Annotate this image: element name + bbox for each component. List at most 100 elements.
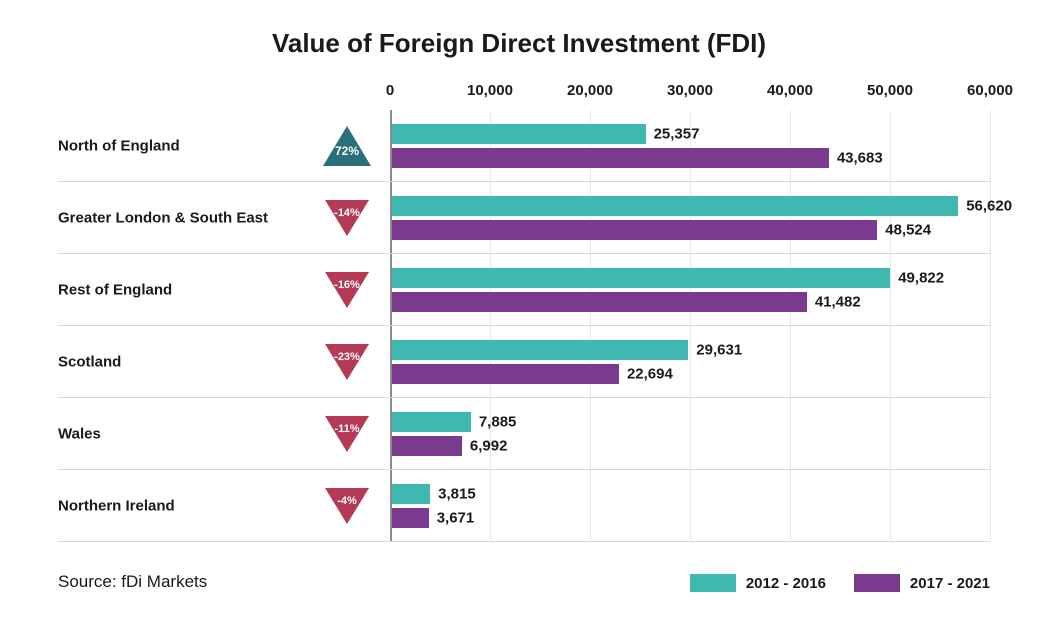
grid-line [590,326,591,398]
grid-line [690,110,691,182]
bar-series-b: 6,992 [392,436,462,456]
pct-down-badge: -14% [320,195,374,241]
axis-baseline [390,254,392,326]
grid-line [790,182,791,254]
bar-series-a: 29,631 [392,340,688,360]
bar-value-label: 43,683 [829,150,883,167]
pct-down-badge: -23% [320,339,374,385]
grid-line [690,182,691,254]
bar-value-label: 6,992 [462,438,508,455]
legend: 2012 - 2016 2017 - 2021 [690,574,990,592]
row-label: Rest of England [58,282,172,299]
grid-line [490,398,491,470]
legend-swatch-a [690,574,736,592]
legend-item-a: 2012 - 2016 [690,574,826,592]
axis-tick-label: 30,000 [667,82,713,99]
chart-row: Northern Ireland-4%3,8153,671 [0,470,1038,542]
pct-text: -23% [334,351,360,363]
chart-row: Greater London & South East -14% 56,620 48,… [0,182,1038,254]
row-label: Scotland [58,354,121,371]
axis-tick-label: 20,000 [567,82,613,99]
bar-value-label: 56,620 [958,198,1012,215]
axis-baseline [390,326,392,398]
grid-line [590,470,591,542]
grid-line [990,470,991,542]
grid-line [690,254,691,326]
bar-series-b: 22,694 [392,364,619,384]
axis-baseline [390,110,392,182]
row-label: North of England [58,138,180,155]
grid-line [790,470,791,542]
bar-value-label: 48,524 [877,222,931,239]
pct-up-badge: 72% [320,123,374,169]
bar-series-a: 3,815 [392,484,430,504]
x-axis: 010,00020,00030,00040,00050,00060,000 [390,82,990,106]
bars-region: 7,885 6,992 [390,398,990,470]
bar-series-a: 56,620 [392,196,958,216]
chart-title: Value of Foreign Direct Investment (FDI) [0,28,1038,59]
axis-tick-label: 10,000 [467,82,513,99]
bar-value-label: 41,482 [807,294,861,311]
axis-baseline [390,398,392,470]
pct-text: -11% [334,423,359,435]
grid-line [490,110,491,182]
pct-down-badge: -16% [320,267,374,313]
bar-series-a: 7,885 [392,412,471,432]
grid-line [790,326,791,398]
chart-row: Rest of England -16% 49,822 41,482 [0,254,1038,326]
bar-value-label: 49,822 [890,270,944,287]
grid-line [890,110,891,182]
grid-line [690,398,691,470]
grid-line [990,182,991,254]
plot-area: North of England 72% 25,357 43,683 Greater L… [0,110,1038,542]
chart-row: Scotland -23% 29,631 22,694 [0,326,1038,398]
axis-tick-label: 50,000 [867,82,913,99]
bar-value-label: 7,885 [471,414,517,431]
bars-region: 49,822 41,482 [390,254,990,326]
axis-baseline [390,470,392,542]
grid-line [490,182,491,254]
chart-row: Wales -11% 7,885 6,992 [0,398,1038,470]
chart-row: North of England 72% 25,357 43,683 [0,110,1038,182]
legend-item-b: 2017 - 2021 [854,574,990,592]
bar-series-a: 49,822 [392,268,890,288]
bar-value-label: 3,815 [430,486,476,503]
pct-text: -4% [337,495,357,507]
pct-down-badge: -4% [320,483,374,529]
fdi-chart: Value of Foreign Direct Investment (FDI)… [0,0,1038,620]
grid-line [790,398,791,470]
grid-line [890,398,891,470]
pct-text: 72% [335,144,359,158]
grid-line [590,254,591,326]
bar-series-b: 41,482 [392,292,807,312]
pct-text: -14% [334,207,360,219]
grid-line [990,398,991,470]
bars-region: 3,8153,671 [390,470,990,542]
grid-line [990,326,991,398]
bars-region: 25,357 43,683 [390,110,990,182]
grid-line [590,182,591,254]
row-label: Wales [58,426,101,443]
bar-value-label: 25,357 [646,126,700,143]
bar-series-b: 3,671 [392,508,429,528]
axis-tick-label: 0 [386,82,394,99]
grid-line [890,470,891,542]
bar-series-b: 43,683 [392,148,829,168]
row-label: Greater London & South East [58,210,268,227]
grid-line [890,326,891,398]
pct-down-badge: -11% [320,411,374,457]
grid-line [990,110,991,182]
bar-value-label: 3,671 [429,510,475,527]
grid-line [490,326,491,398]
axis-baseline [390,182,392,254]
legend-label-b: 2017 - 2021 [910,575,990,592]
grid-line [490,254,491,326]
axis-tick-label: 60,000 [967,82,1013,99]
pct-text: -16% [334,279,360,291]
bars-region: 29,631 22,694 [390,326,990,398]
grid-line [890,254,891,326]
grid-line [490,470,491,542]
grid-line [990,254,991,326]
legend-label-a: 2012 - 2016 [746,575,826,592]
bar-value-label: 29,631 [688,342,742,359]
